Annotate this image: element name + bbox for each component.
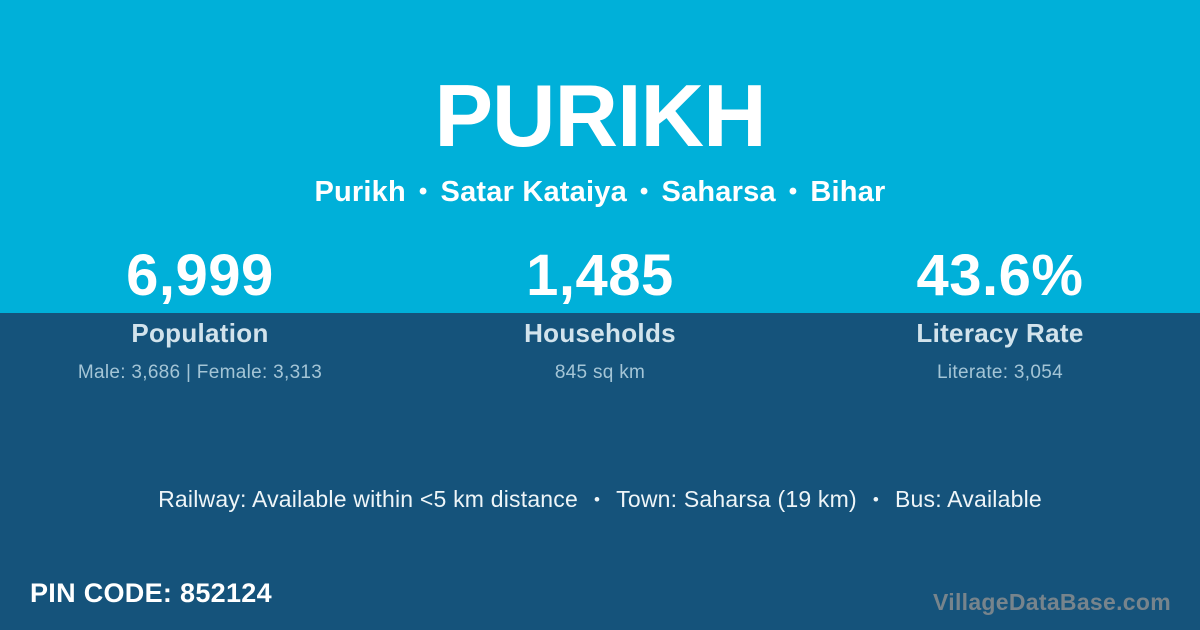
stats-row: 6,999 Population Male: 3,686 | Female: 3… — [0, 247, 1200, 384]
literacy-value: 43.6% — [916, 243, 1084, 308]
amenity-town: Town: Saharsa (19 km) — [616, 486, 857, 512]
breadcrumb-item-village: Purikh — [314, 176, 406, 208]
households-label: Households — [524, 318, 676, 348]
breadcrumb: Purikh • Satar Kataiya • Saharsa • Bihar — [0, 176, 1200, 209]
literacy-detail: Literate: 3,054 — [937, 362, 1063, 383]
literacy-label: Literacy Rate — [916, 318, 1084, 348]
breadcrumb-separator: • — [418, 178, 428, 205]
breadcrumb-item-state: Bihar — [810, 176, 886, 208]
stat-households: 1,485 Households 845 sq km — [400, 247, 800, 384]
amenity-railway: Railway: Available within <5 km distance — [158, 486, 578, 512]
stat-literacy: 43.6% Literacy Rate Literate: 3,054 — [800, 247, 1200, 384]
amenities-separator: • — [594, 490, 601, 509]
site-watermark: VillageDataBase.com — [933, 589, 1171, 615]
breadcrumb-item-district: Saharsa — [661, 176, 776, 208]
pin-code: PIN CODE: 852124 — [30, 578, 272, 608]
breadcrumb-separator: • — [639, 178, 649, 205]
amenities-separator: • — [872, 490, 879, 509]
population-label: Population — [131, 318, 269, 348]
details-section — [0, 313, 1200, 630]
population-detail: Male: 3,686 | Female: 3,313 — [77, 362, 323, 383]
breadcrumb-separator: • — [788, 178, 798, 205]
population-value: 6,999 — [126, 243, 274, 308]
households-value: 1,485 — [526, 243, 674, 308]
breadcrumb-item-block: Satar Kataiya — [440, 176, 627, 208]
households-detail: 845 sq km — [554, 362, 646, 383]
amenities-line: Railway: Available within <5 km distance… — [0, 486, 1200, 513]
header-section — [0, 0, 1200, 313]
stat-population: 6,999 Population Male: 3,686 | Female: 3… — [0, 247, 400, 384]
page-title: PURIKH — [434, 66, 766, 165]
amenity-bus: Bus: Available — [895, 486, 1042, 512]
